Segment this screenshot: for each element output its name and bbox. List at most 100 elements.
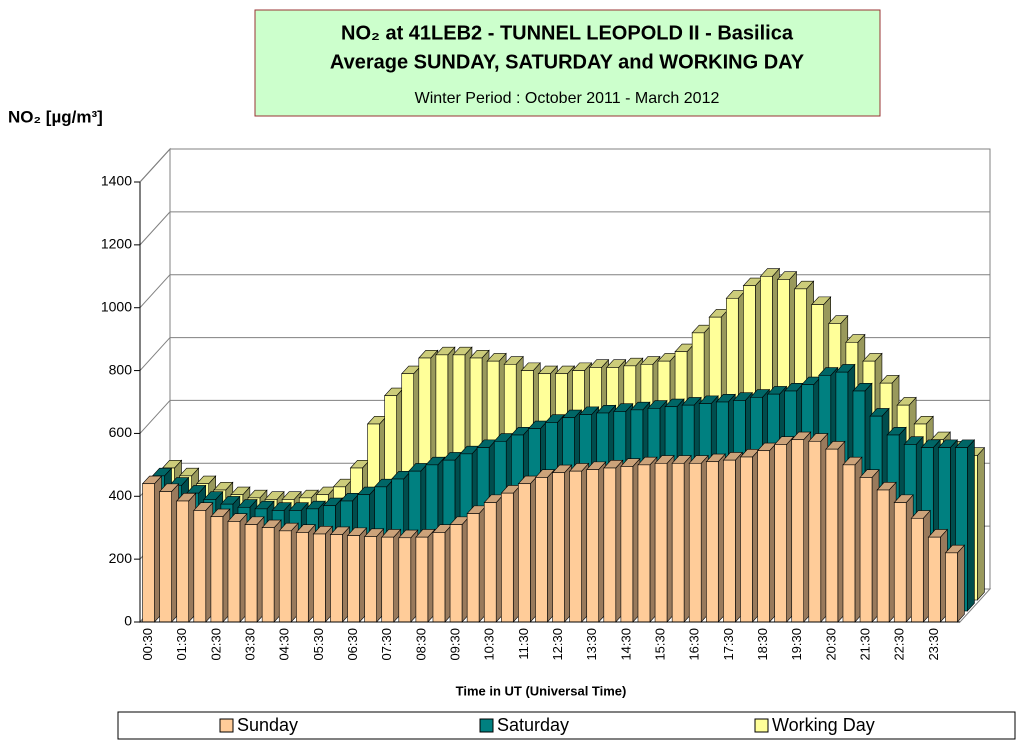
x-tick-label: 14:30 <box>618 628 633 661</box>
bar <box>278 530 292 623</box>
bar-group <box>927 528 949 623</box>
bar-group <box>449 516 470 623</box>
legend-label: Sunday <box>237 715 298 735</box>
bar <box>893 502 907 623</box>
grid-line <box>139 148 171 183</box>
bar <box>501 492 514 623</box>
bar-group <box>705 453 726 623</box>
bar-group <box>176 492 197 623</box>
bar <box>620 466 634 623</box>
bar <box>911 517 924 623</box>
bar <box>569 470 582 623</box>
bar-group <box>398 529 419 623</box>
x-tick-label: 03:30 <box>242 628 257 661</box>
x-tick-label: 18:30 <box>755 628 770 661</box>
bar <box>928 536 941 623</box>
bar-group <box>500 484 521 623</box>
x-tick-label: 08:30 <box>413 628 428 661</box>
grid-line <box>139 211 171 246</box>
bar <box>449 524 463 623</box>
y-tick-label: 400 <box>109 487 133 503</box>
bar-group <box>722 451 744 623</box>
bar <box>671 462 685 623</box>
bar-group <box>483 494 504 623</box>
bar <box>740 456 753 623</box>
bar <box>330 534 343 623</box>
bar-group <box>415 528 436 623</box>
bar-group <box>312 525 334 623</box>
bar-group <box>773 435 795 623</box>
bar <box>364 536 377 623</box>
bar-group <box>954 439 976 612</box>
bar <box>142 483 155 623</box>
bar <box>688 462 702 623</box>
bar-group <box>261 519 282 623</box>
bar-group <box>534 468 556 623</box>
bar <box>466 513 480 623</box>
bar-group <box>620 457 641 623</box>
x-tick-label: 02:30 <box>208 628 223 661</box>
bar <box>227 521 241 623</box>
bar <box>825 448 839 623</box>
bar <box>706 461 719 623</box>
bar-group <box>910 509 931 623</box>
bar-group <box>842 456 863 623</box>
bar-group <box>517 475 539 623</box>
bar <box>296 532 309 623</box>
bar-group <box>859 468 880 623</box>
bar-side <box>977 446 985 601</box>
y-tick-label: 1400 <box>101 173 132 189</box>
bar-group <box>756 442 778 623</box>
bar-group <box>671 454 692 623</box>
x-tick-label: 07:30 <box>379 628 394 661</box>
bar-group <box>278 522 299 623</box>
bar <box>791 439 804 623</box>
y-tick-label: 1000 <box>101 298 132 314</box>
bar-group <box>295 523 316 623</box>
bar-group <box>654 454 675 623</box>
bar <box>535 477 548 623</box>
bar-group <box>603 459 624 623</box>
y-axis-title: NO₂ [µg/m³] <box>8 107 103 126</box>
bar <box>261 527 275 623</box>
bar-group <box>739 448 761 623</box>
bar-group <box>876 481 897 623</box>
legend-swatch <box>479 718 494 733</box>
bar <box>193 510 207 623</box>
bar <box>244 524 258 623</box>
bar-group <box>688 454 709 623</box>
bar <box>757 450 770 623</box>
bar <box>347 535 360 623</box>
bar <box>842 464 856 623</box>
x-tick-label: 12:30 <box>550 628 565 661</box>
bar <box>432 532 446 623</box>
x-tick-label: 23:30 <box>926 628 941 661</box>
bar-group <box>568 462 590 623</box>
bar-group <box>210 508 231 623</box>
x-axis-title: Time in UT (Universal Time) <box>456 683 627 698</box>
y-tick-label: 800 <box>109 361 133 377</box>
legend <box>117 711 1016 740</box>
y-tick-label: 1200 <box>101 236 132 252</box>
bar <box>415 536 429 623</box>
bar-group <box>466 505 487 623</box>
bar <box>176 500 189 623</box>
legend-swatch <box>219 718 234 733</box>
x-tick-label: 17:30 <box>721 628 736 661</box>
x-tick-label: 06:30 <box>345 628 360 661</box>
x-tick-label: 04:30 <box>277 628 292 661</box>
x-tick-label: 00:30 <box>140 628 155 661</box>
bar-group <box>808 432 829 623</box>
bar-group <box>791 431 812 623</box>
bar-group <box>637 456 658 623</box>
bar-group <box>944 544 966 623</box>
bar-group <box>586 461 607 623</box>
bar <box>876 489 890 623</box>
bar-side <box>967 439 975 612</box>
x-tick-label: 22:30 <box>892 628 907 661</box>
bar-group <box>381 528 402 623</box>
x-tick-label: 15:30 <box>652 628 667 661</box>
bar-group <box>193 501 214 623</box>
chart-period: Winter Period : October 2011 - March 201… <box>415 90 720 107</box>
bar-group <box>551 464 573 623</box>
